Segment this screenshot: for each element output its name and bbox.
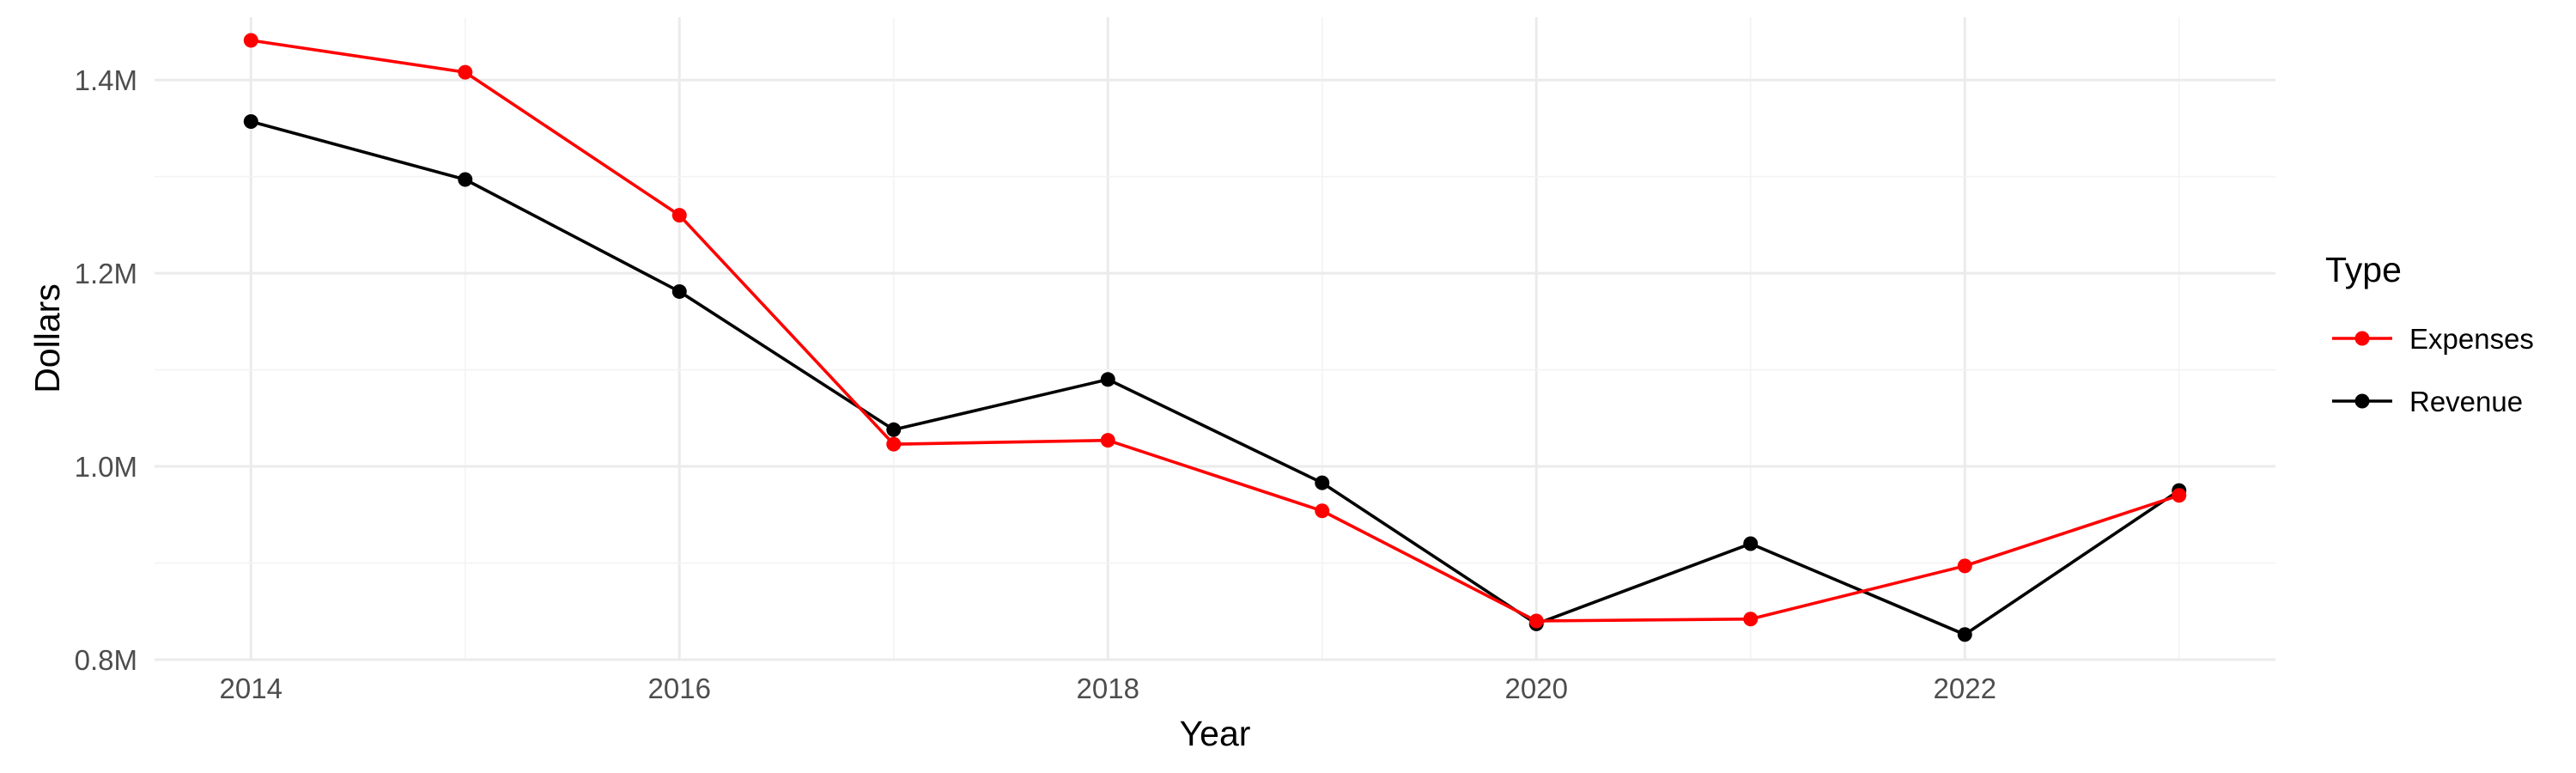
x-tick-label: 2020 [1505, 673, 1568, 704]
data-point-expenses [671, 208, 687, 223]
series-line-expenses [251, 39, 2180, 623]
legend-label: Expenses [2409, 323, 2534, 355]
legend-item-expenses: Expenses [2332, 323, 2534, 355]
legend-label: Revenue [2409, 386, 2523, 417]
y-tick-label: 0.8M [75, 644, 137, 676]
y-axis-ticks: 0.8M 1.0M 1.2M 1.4M [75, 64, 137, 676]
data-point-expenses [1957, 558, 1972, 574]
data-point-revenue [886, 422, 902, 437]
data-point-expenses [2172, 488, 2187, 503]
data-point-expenses [458, 64, 473, 80]
data-point-revenue [1100, 372, 1115, 387]
x-axis-ticks: 2014 2016 2018 2020 2022 [220, 673, 1996, 704]
legend: Type Expenses Revenue [2325, 250, 2534, 417]
series-layer [243, 33, 2187, 642]
y-tick-label: 1.4M [75, 64, 137, 96]
data-point-revenue [1743, 536, 1759, 551]
data-point-revenue [671, 283, 687, 299]
data-point-expenses [1528, 613, 1544, 629]
x-tick-label: 2018 [1077, 673, 1139, 704]
data-point-expenses [886, 436, 902, 452]
y-tick-label: 1.2M [75, 258, 137, 289]
data-point-expenses [243, 33, 258, 48]
y-tick-label: 1.0M [75, 451, 137, 483]
x-tick-label: 2014 [220, 673, 283, 704]
grid [155, 17, 2275, 661]
series-expenses [243, 33, 2187, 629]
data-point-expenses [1743, 612, 1759, 627]
data-point-revenue [458, 172, 473, 187]
legend-items: Expenses Revenue [2332, 323, 2534, 417]
series-line-revenue [250, 119, 2180, 636]
data-point-revenue [243, 113, 258, 129]
legend-key-point [2354, 393, 2370, 409]
legend-item-revenue: Revenue [2332, 386, 2523, 417]
data-point-revenue [1957, 627, 1972, 642]
legend-title: Type [2325, 250, 2402, 289]
x-axis-title: Year [1180, 714, 1251, 753]
y-axis-title: Dollars [27, 283, 67, 393]
legend-key-point [2354, 331, 2370, 346]
data-point-revenue [1315, 475, 1330, 490]
data-point-expenses [1315, 503, 1330, 519]
data-point-expenses [1100, 433, 1115, 448]
x-tick-label: 2022 [1934, 673, 1996, 704]
x-tick-label: 2016 [648, 673, 711, 704]
